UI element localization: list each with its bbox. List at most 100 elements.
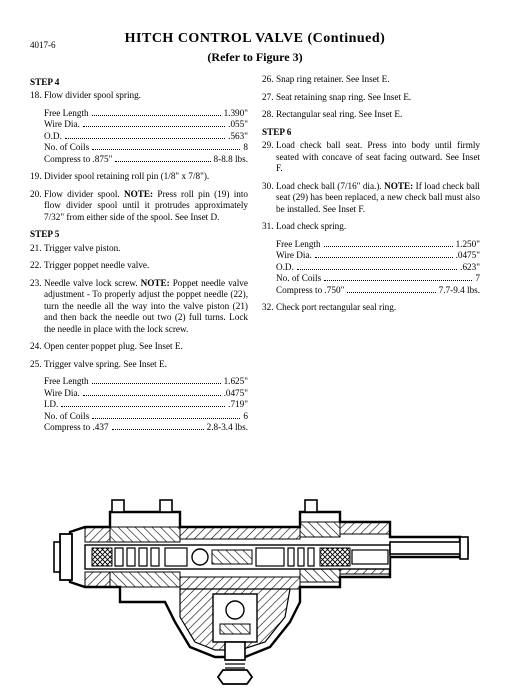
spec-value: .0475" [456,250,480,262]
step-6-heading: STEP 6 [262,127,480,139]
spec-row: I.D. .719" [44,399,248,411]
spec-value: 1.390" [224,108,248,120]
item-text: Trigger valve piston. [44,243,248,255]
spec-value: 1.625" [224,376,248,388]
spec-label: Free Length [44,108,89,120]
spec-value: 2.8-3.4 lbs. [207,422,248,434]
spec-leader [92,383,221,384]
right-column: 26. Snap ring retainer. See Inset E. 27.… [262,73,480,440]
item-text: Rectangular seal ring. See Inset E. [276,109,480,121]
spec-value: 6 [243,411,248,423]
spec-row: O.D. .623" [276,262,480,274]
spec-label: No. of Coils [44,411,89,423]
item-text: Load check ball seat. Press into body un… [276,140,480,175]
item-number: 18. [30,90,44,102]
spec-row: Compress to .437 2.8-3.4 lbs. [44,422,248,434]
spec-table-18: Free Length 1.390" Wire Dia. .055"O.D..563"… [44,108,248,166]
item-text: Divider spool retaining roll pin (1/8" x… [44,171,248,183]
spec-row: Compress to .750" 7.7-9.4 lbs. [276,285,480,297]
spec-row: O.D..563" [44,131,248,143]
item-number: 28. [262,109,276,121]
spec-leader [83,126,225,127]
spec-leader [324,246,453,247]
spec-label: I.D. [44,399,58,411]
spec-value: 8-8.8 lbs. [214,154,248,166]
item-number: 29. [262,140,276,175]
spec-leader [92,149,240,150]
spec-leader [65,138,225,139]
spec-value: 1.250" [456,239,480,251]
item-text: Trigger poppet needle valve. [44,260,248,272]
item-text: Flow divider spool spring. [44,90,248,102]
item-24: 24. Open center poppet plug. See Inset E… [30,341,248,353]
note-label: NOTE: [384,181,413,191]
spec-label: Compress to .437 [44,422,109,434]
step-4-heading: STEP 4 [30,77,248,89]
item-text: Load check spring. [276,221,480,233]
item-text: Load check ball (7/16" dia.). NOTE: If l… [276,181,480,216]
note-label: NOTE: [141,278,170,288]
spec-row: Free Length1.625" [44,376,248,388]
spec-row: Wire Dia. .0475" [44,388,248,400]
spec-label: Wire Dia. [44,388,80,400]
spec-value: .0475" [224,388,248,400]
spec-leader [92,418,240,419]
spec-value: 7.7-9.4 lbs. [439,285,480,297]
spec-value: 8 [243,142,248,154]
spec-label: Compress to .875" [44,154,112,166]
item-number: 22. [30,260,44,272]
spec-row: No. of Coils 6 [44,411,248,423]
spec-label: Free Length [276,239,321,251]
spec-label: Wire Dia. [276,250,312,262]
spec-value: .055" [228,119,248,131]
item-25: 25. Trigger valve spring. See Inset E. [30,359,248,371]
item-number: 25. [30,359,44,371]
spec-leader [92,115,221,116]
item-number: 19. [30,171,44,183]
spec-leader [115,161,210,162]
spec-leader [347,292,435,293]
spec-label: O.D. [276,262,294,274]
spec-table-25: Free Length1.625"Wire Dia. .0475" I.D. .719… [44,376,248,434]
item-number: 23. [30,278,44,336]
item-number: 31. [262,221,276,233]
note-label: NOTE: [124,189,153,199]
item-text: Trigger valve spring. See Inset E. [44,359,248,371]
item-22: 22. Trigger poppet needle valve. [30,260,248,272]
item-number: 20. [30,189,44,224]
item-pre: Load check ball (7/16" dia.). [276,181,384,191]
item-28: 28. Rectangular seal ring. See Inset E. [262,109,480,121]
spec-row: No. of Coils7 [276,273,480,285]
item-number: 30. [262,181,276,216]
item-18: 18. Flow divider spool spring. [30,90,248,102]
item-text: Check port rectangular seal ring. [276,302,480,314]
spec-leader [112,429,204,430]
spec-leader [61,406,225,407]
spec-label: Compress to .750" [276,285,344,297]
item-text: Flow divider spool. NOTE: Press roll pin… [44,189,248,224]
item-29: 29. Load check ball seat. Press into bod… [262,140,480,175]
item-text: Needle valve lock screw. NOTE: Poppet ne… [44,278,248,336]
item-23: 23. Needle valve lock screw. NOTE: Poppe… [30,278,248,336]
spec-row: Free Length 1.250" [276,239,480,251]
spec-leader [297,269,457,270]
item-pre: Flow divider spool. [44,189,124,199]
spec-label: No. of Coils [44,142,89,154]
item-text: Seat retaining snap ring. See Inset E. [276,92,480,104]
item-20: 20. Flow divider spool. NOTE: Press roll… [30,189,248,224]
item-27: 27. Seat retaining snap ring. See Inset … [262,92,480,104]
spec-row: No. of Coils 8 [44,142,248,154]
item-number: 27. [262,92,276,104]
spec-row: Wire Dia. .055" [44,119,248,131]
item-number: 24. [30,341,44,353]
spec-label: Wire Dia. [44,119,80,131]
spec-value: .623" [460,262,480,274]
step-5-heading: STEP 5 [30,229,248,241]
item-26: 26. Snap ring retainer. See Inset E. [262,74,480,86]
spec-value: .719" [228,399,248,411]
item-19: 19. Divider spool retaining roll pin (1/… [30,171,248,183]
item-31: 31. Load check spring. [262,221,480,233]
spec-leader [83,395,221,396]
spec-value: 7 [475,273,480,285]
item-number: 26. [262,74,276,86]
